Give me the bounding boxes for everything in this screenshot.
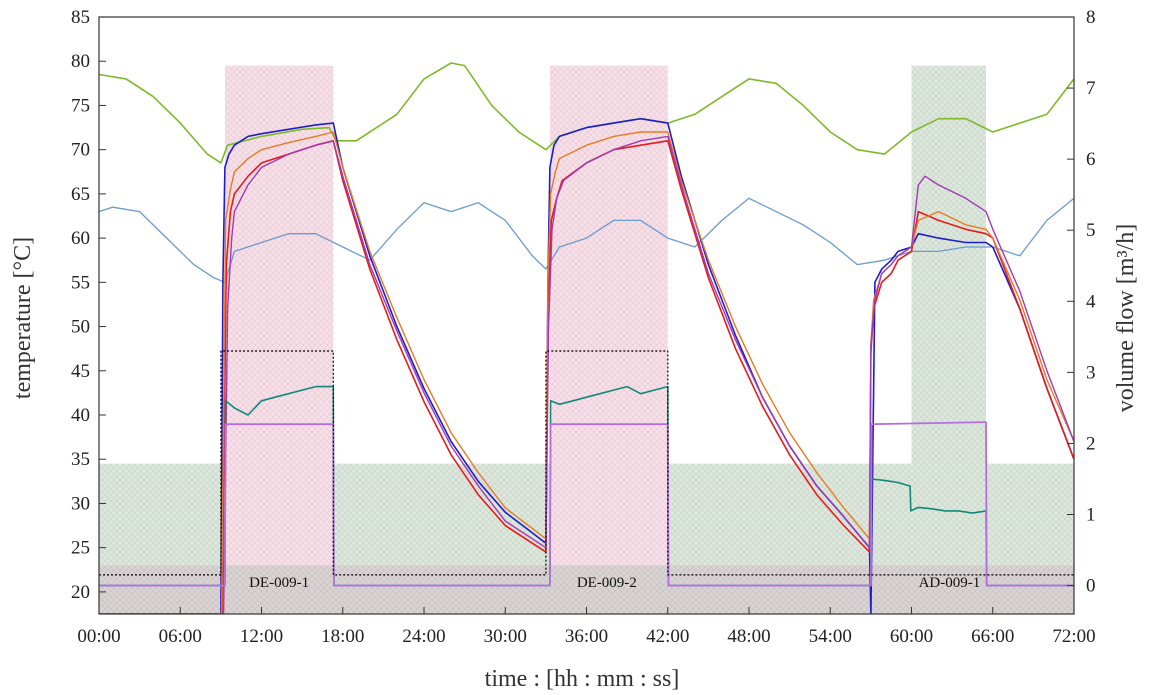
y-axis-left-title: temperature [°C] (10, 237, 36, 399)
y-left-tick-label: 25 (71, 538, 90, 559)
shaded-region-2 (549, 65, 668, 614)
y-right-tick-label: 0 (1086, 576, 1096, 597)
y-right-tick-label: 3 (1086, 362, 1096, 383)
y-left-tick-label: 20 (71, 582, 90, 603)
x-tick-label: 18:00 (321, 626, 364, 647)
x-tick-label: 60:00 (890, 626, 933, 647)
y-left-tick-label: 80 (71, 51, 90, 72)
y-right-tick-label: 4 (1086, 291, 1096, 312)
y-axis-right-title: volume flow [m³/h] (1113, 224, 1139, 413)
shaded-region-1 (224, 65, 334, 614)
shaded-region-3 (911, 65, 986, 614)
y-left-tick-label: 55 (71, 272, 90, 293)
x-axis-title: time : [hh : mm : ss] (485, 666, 680, 692)
x-tick-label: 72:00 (1052, 626, 1095, 647)
x-tick-label: 12:00 (240, 626, 283, 647)
y-left-tick-label: 85 (71, 7, 90, 28)
y-right-tick-label: 1 (1086, 505, 1096, 526)
y-left-tick-label: 30 (71, 493, 90, 514)
y-left-tick-label: 50 (71, 317, 90, 338)
y-left-tick-label: 70 (71, 140, 90, 161)
phase-label-1: DE-009-2 (577, 575, 637, 591)
series-line-5 (99, 135, 1074, 614)
y-left-tick-label: 65 (71, 184, 90, 205)
x-axis: 00:00 06:00 12:00 18:00 24:00 30:00 36:00 42:00… (77, 607, 1096, 647)
series-line-7 (99, 421, 1074, 587)
x-tick-label: 36:00 (565, 626, 608, 647)
x-tick-label: 06:00 (159, 626, 202, 647)
y-axis-right: 0 1 2 3 4 5 6 7 8 (1067, 7, 1096, 597)
y-right-tick-label: 8 (1086, 7, 1096, 28)
phase-label-2: AD-009-1 (919, 575, 981, 591)
x-tick-label: 30:00 (484, 626, 527, 647)
y-right-tick-label: 7 (1086, 78, 1096, 99)
y-right-tick-label: 6 (1086, 149, 1096, 170)
shaded-region-4 (99, 565, 1074, 614)
x-tick-label: 66:00 (971, 626, 1014, 647)
y-axis-left: 20 25 30 35 40 45 50 55 60 65 70 75 80 85 (71, 7, 106, 603)
y-right-tick-label: 2 (1086, 433, 1096, 454)
phase-labels: DE-009-1 DE-009-2 AD-009-1 (249, 575, 980, 591)
y-left-tick-label: 60 (71, 228, 90, 249)
y-left-tick-label: 40 (71, 405, 90, 426)
shaded-regions (99, 65, 1074, 614)
data-series (99, 62, 1074, 614)
series-line-6 (99, 385, 1074, 587)
x-tick-label: 54:00 (809, 626, 852, 647)
y-left-tick-label: 35 (71, 449, 90, 470)
y-left-tick-label: 75 (71, 95, 90, 116)
x-tick-label: 42:00 (646, 626, 689, 647)
x-tick-label: 00:00 (77, 626, 120, 647)
x-tick-label: 24:00 (402, 626, 445, 647)
y-right-tick-label: 5 (1086, 220, 1096, 241)
phase-label-0: DE-009-1 (249, 575, 309, 591)
x-tick-label: 48:00 (727, 626, 770, 647)
series-line-8 (99, 350, 1074, 576)
y-left-tick-label: 45 (71, 361, 90, 382)
